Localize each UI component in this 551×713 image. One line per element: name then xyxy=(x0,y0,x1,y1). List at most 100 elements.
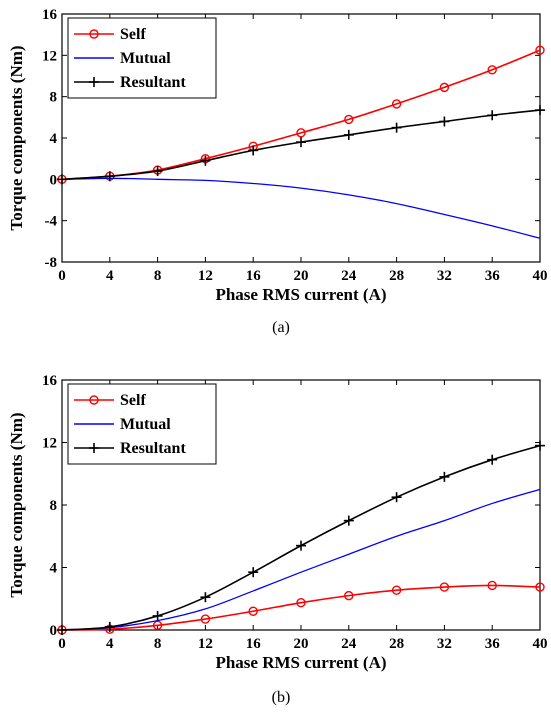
series-mutual xyxy=(61,488,541,631)
x-tick-label: 20 xyxy=(294,268,309,284)
x-tick-label: 12 xyxy=(198,636,213,652)
y-tick-label: 4 xyxy=(50,561,58,577)
x-tick-label: 0 xyxy=(58,636,66,652)
data-point xyxy=(296,128,306,138)
legend-item-self: Self xyxy=(74,392,146,409)
x-axis-label: Phase RMS current (A) xyxy=(215,653,386,672)
y-tick-label: 8 xyxy=(50,498,58,514)
legend-label: Self xyxy=(120,392,146,409)
data-point xyxy=(248,606,258,616)
x-tick-label: 36 xyxy=(485,636,501,652)
data-point xyxy=(487,65,497,75)
chart-panel-b: 0 4 8 12 16 20 24 28 32 36 40 0 4 8 12 16 Self Mutual Re… xyxy=(7,373,548,706)
x-tick-label: 36 xyxy=(485,268,501,284)
y-tick-label: 12 xyxy=(42,48,57,64)
x-tick-label: 4 xyxy=(106,636,114,652)
legend-item-mutual: Mutual xyxy=(74,50,171,67)
data-point xyxy=(200,614,211,624)
data-point xyxy=(487,454,498,465)
y-tick-label: 0 xyxy=(50,172,58,188)
x-tick-labels: 0 4 8 12 16 20 24 28 32 36 40 xyxy=(58,268,547,284)
data-point xyxy=(344,590,354,601)
x-tick-label: 28 xyxy=(389,636,404,652)
y-tick-label: 16 xyxy=(42,7,58,23)
data-point xyxy=(57,174,67,185)
data-point xyxy=(344,114,354,125)
x-tick-label: 32 xyxy=(437,636,452,652)
legend-label: Self xyxy=(120,26,146,43)
y-tick-label: 4 xyxy=(50,131,58,147)
x-tick-label: 28 xyxy=(389,268,404,284)
series-self xyxy=(57,580,545,635)
series-resultant xyxy=(57,105,545,185)
series-line-mutual xyxy=(61,488,541,631)
tick-marks xyxy=(61,13,541,263)
legend-marker xyxy=(89,443,99,453)
data-point xyxy=(391,585,402,595)
data-point xyxy=(248,145,259,156)
data-point xyxy=(439,471,450,482)
data-point xyxy=(104,621,115,632)
y-tick-labels: -8 -4 0 4 8 12 16 xyxy=(42,7,58,271)
x-tick-label: 0 xyxy=(58,268,66,284)
x-tick-label: 16 xyxy=(246,268,262,284)
legend-item-mutual: Mutual xyxy=(74,416,171,433)
data-point xyxy=(248,567,259,578)
data-point xyxy=(343,515,354,526)
data-point xyxy=(439,116,450,127)
series-line-mutual xyxy=(61,177,541,239)
x-tick-label: 4 xyxy=(106,268,114,284)
data-point xyxy=(487,110,498,121)
data-point xyxy=(57,625,67,635)
data-point xyxy=(343,129,354,140)
data-point xyxy=(391,492,402,503)
data-point xyxy=(391,122,402,133)
y-tick-label: 0 xyxy=(50,623,58,639)
x-tick-label: 24 xyxy=(341,268,357,284)
data-point xyxy=(535,105,545,116)
data-point xyxy=(104,171,115,182)
x-tick-label: 24 xyxy=(341,636,357,652)
legend-label: Mutual xyxy=(120,416,171,433)
legend: Self Mutual Resultant xyxy=(67,17,217,99)
legend-marker xyxy=(89,29,99,39)
data-point xyxy=(439,582,450,592)
caption: (a) xyxy=(272,319,290,336)
x-tick-label: 12 xyxy=(198,268,213,284)
legend: Self Mutual Resultant xyxy=(67,383,217,465)
data-point xyxy=(296,137,306,148)
data-point xyxy=(535,440,545,451)
chart-panel-a: 0 4 8 12 16 20 24 28 32 36 40 -8 -4 0 4 8 12 16 Self Mutu… xyxy=(7,7,548,336)
legend-marker xyxy=(89,77,99,87)
data-point xyxy=(152,166,163,177)
y-tick-label: 8 xyxy=(50,90,58,106)
legend-item-self: Self xyxy=(74,26,146,43)
series-line-self xyxy=(61,584,541,631)
y-axis-label: Torque components (Nm) xyxy=(7,45,26,230)
x-tick-label: 8 xyxy=(154,636,162,652)
x-tick-label: 32 xyxy=(437,268,452,284)
series-group xyxy=(57,440,545,635)
y-tick-labels: 0 4 8 12 16 xyxy=(42,373,58,639)
data-point xyxy=(391,99,402,109)
legend-marker xyxy=(89,395,99,405)
data-point xyxy=(439,82,450,93)
data-point xyxy=(487,580,497,591)
y-axis-label: Torque components (Nm) xyxy=(7,412,26,597)
legend-item-resultant: Resultant xyxy=(74,74,186,91)
data-point xyxy=(535,45,545,55)
data-point xyxy=(152,610,163,621)
x-tick-label: 40 xyxy=(533,636,548,652)
data-point xyxy=(296,540,306,551)
y-tick-label: -8 xyxy=(45,255,58,271)
data-point xyxy=(535,582,545,592)
legend-label: Resultant xyxy=(120,440,186,457)
x-tick-label: 16 xyxy=(246,636,262,652)
x-axis-label: Phase RMS current (A) xyxy=(215,285,386,304)
legend-label: Mutual xyxy=(120,50,171,67)
series-group xyxy=(57,45,545,239)
data-point xyxy=(200,592,211,603)
y-tick-label: -4 xyxy=(45,214,58,230)
series-resultant xyxy=(57,440,545,635)
